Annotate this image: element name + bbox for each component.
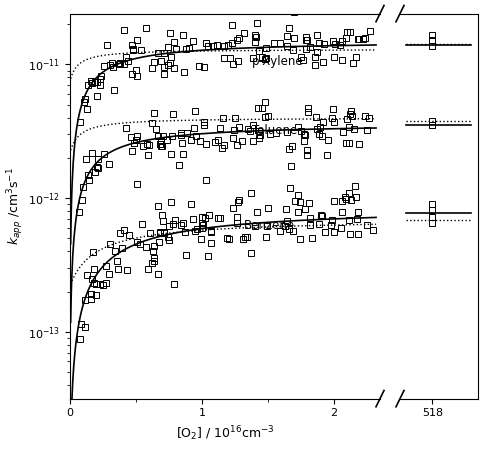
- X-axis label: [O$_2$] / 10$^{16}$cm$^{-3}$: [O$_2$] / 10$^{16}$cm$^{-3}$: [176, 424, 274, 443]
- Text: Toluene: Toluene: [252, 124, 298, 137]
- Text: Benzene: Benzene: [244, 219, 296, 232]
- Y-axis label: $k_{app}$ /cm$^3$s$^{-1}$: $k_{app}$ /cm$^3$s$^{-1}$: [5, 167, 25, 245]
- Text: p-Xylene: p-Xylene: [252, 55, 304, 68]
